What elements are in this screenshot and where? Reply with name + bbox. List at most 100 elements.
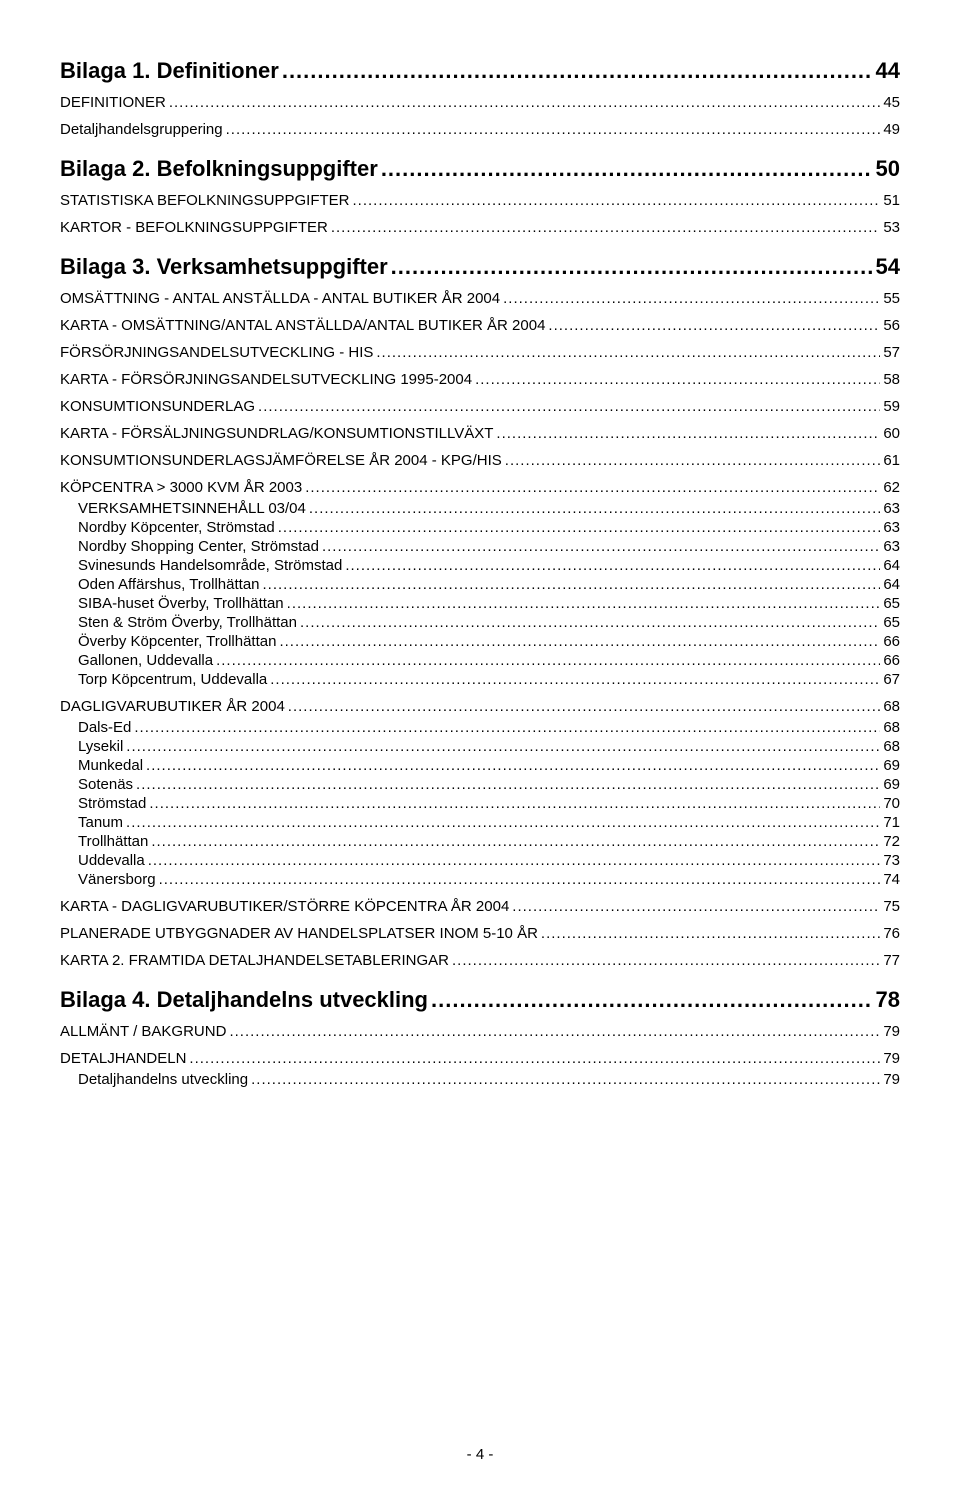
toc-entry: Munkedal69 (78, 757, 900, 774)
toc-entry: STATISTISKA BEFOLKNINGSUPPGIFTER51 (60, 192, 900, 209)
toc-leader-dots (134, 719, 880, 736)
toc-leader-dots (151, 833, 880, 850)
toc-label: Nordby Shopping Center, Strömstad (78, 538, 319, 555)
toc-leader-dots (126, 814, 880, 831)
toc-entry: Bilaga 2. Befolkningsuppgifter 50 (60, 156, 900, 182)
toc-label: ALLMÄNT / BAKGRUND (60, 1023, 226, 1040)
toc-label: Bilaga 2. Befolkningsuppgifter (60, 156, 378, 182)
toc-label: KONSUMTIONSUNDERLAG (60, 398, 255, 415)
toc-entry: PLANERADE UTBYGGNADER AV HANDELSPLATSER … (60, 925, 900, 942)
toc-label: Detaljhandelns utveckling (78, 1071, 248, 1088)
toc-label: Överby Köpcenter, Trollhättan (78, 633, 276, 650)
toc-page-number: 51 (883, 192, 900, 209)
toc-page-number: 77 (883, 952, 900, 969)
toc-leader-dots (431, 987, 873, 1013)
toc-leader-dots (505, 452, 881, 469)
toc-page-number: 73 (883, 852, 900, 869)
toc-entry: Bilaga 4. Detaljhandelns utveckling78 (60, 987, 900, 1013)
toc-leader-dots (331, 219, 880, 236)
toc-page-number: 64 (883, 557, 900, 574)
toc-page-number: 79 (883, 1071, 900, 1088)
toc-entry: Vänersborg74 (78, 871, 900, 888)
toc-page-number: 68 (883, 698, 900, 715)
toc-label: Dals-Ed (78, 719, 131, 736)
toc-leader-dots (309, 500, 880, 517)
toc-leader-dots (251, 1071, 880, 1088)
toc-entry: Strömstad70 (78, 795, 900, 812)
toc-leader-dots (376, 344, 880, 361)
toc-page-number: 54 (876, 254, 900, 280)
toc-label: Strömstad (78, 795, 146, 812)
toc-leader-dots (146, 757, 880, 774)
toc-page-number: 67 (883, 671, 900, 688)
toc-leader-dots (169, 94, 880, 111)
toc-page-number: 59 (883, 398, 900, 415)
toc-page-number: 78 (876, 987, 900, 1013)
toc-label: VERKSAMHETSINNEHÅLL 03/04 (78, 500, 306, 517)
toc-entry: KARTA - FÖRSÄLJNINGSUNDRLAG/KONSUMTIONST… (60, 425, 900, 442)
toc-label: KARTA 2. FRAMTIDA DETALJHANDELSETABLERIN… (60, 952, 449, 969)
toc-entry: Bilaga 3. Verksamhetsuppgifter 54 (60, 254, 900, 280)
toc-leader-dots (300, 614, 880, 631)
toc-page-number: 53 (883, 219, 900, 236)
toc-label: KARTA - DAGLIGVARUBUTIKER/STÖRRE KÖPCENT… (60, 898, 509, 915)
toc-entry: Oden Affärshus, Trollhättan64 (78, 576, 900, 593)
toc-entry: Sten & Ström Överby, Trollhättan65 (78, 614, 900, 631)
toc-leader-dots (258, 398, 880, 415)
toc-entry: Detaljhandelns utveckling 79 (78, 1071, 900, 1088)
toc-page-number: 66 (883, 652, 900, 669)
toc-entry: KARTA - FÖRSÖRJNINGSANDELSUTVECKLING 199… (60, 371, 900, 388)
toc-entry: KONSUMTIONSUNDERLAGSJÄMFÖRELSE ÅR 2004 -… (60, 452, 900, 469)
toc-page-number: 79 (883, 1050, 900, 1067)
toc-leader-dots (149, 795, 880, 812)
toc-page-number: 68 (883, 719, 900, 736)
toc-entry: OMSÄTTNING - ANTAL ANSTÄLLDA - ANTAL BUT… (60, 290, 900, 307)
toc-label: KÖPCENTRA > 3000 KVM ÅR 2003 (60, 479, 302, 496)
table-of-contents: Bilaga 1. Definitioner44 DEFINITIONER45 De… (60, 58, 900, 1088)
toc-leader-dots (452, 952, 880, 969)
toc-page-number: 45 (883, 94, 900, 111)
toc-entry: KARTA 2. FRAMTIDA DETALJHANDELSETABLERIN… (60, 952, 900, 969)
toc-label: Torp Köpcentrum, Uddevalla (78, 671, 267, 688)
toc-label: Gallonen, Uddevalla (78, 652, 213, 669)
toc-page-number: 66 (883, 633, 900, 650)
toc-leader-dots (226, 121, 881, 138)
toc-entry: KONSUMTIONSUNDERLAG 59 (60, 398, 900, 415)
toc-entry: Bilaga 1. Definitioner44 (60, 58, 900, 84)
toc-leader-dots (189, 1050, 880, 1067)
toc-leader-dots (263, 576, 881, 593)
toc-entry: Tanum71 (78, 814, 900, 831)
toc-label: Bilaga 3. Verksamhetsuppgifter (60, 254, 388, 280)
toc-leader-dots (270, 671, 880, 688)
toc-entry: Gallonen, Uddevalla 66 (78, 652, 900, 669)
toc-entry: DEFINITIONER45 (60, 94, 900, 111)
toc-entry: Lysekil68 (78, 738, 900, 755)
toc-entry: DETALJHANDELN79 (60, 1050, 900, 1067)
toc-entry: Trollhättan72 (78, 833, 900, 850)
toc-entry: SIBA-huset Överby, Trollhättan65 (78, 595, 900, 612)
toc-page-number: 63 (883, 500, 900, 517)
toc-page-number: 50 (876, 156, 900, 182)
toc-page-number: 63 (883, 538, 900, 555)
toc-label: KARTOR - BEFOLKNINGSUPPGIFTER (60, 219, 328, 236)
toc-page-number: 58 (883, 371, 900, 388)
toc-entry: FÖRSÖRJNINGSANDELSUTVECKLING - HIS57 (60, 344, 900, 361)
toc-leader-dots (541, 925, 880, 942)
toc-page-number: 55 (883, 290, 900, 307)
toc-label: Munkedal (78, 757, 143, 774)
toc-page-number: 71 (883, 814, 900, 831)
toc-label: Nordby Köpcenter, Strömstad (78, 519, 275, 536)
toc-page-number: 79 (883, 1023, 900, 1040)
toc-leader-dots (548, 317, 880, 334)
toc-entry: KÖPCENTRA > 3000 KVM ÅR 200362 (60, 479, 900, 496)
toc-page-number: 75 (883, 898, 900, 915)
toc-entry: DAGLIGVARUBUTIKER ÅR 200468 (60, 698, 900, 715)
toc-leader-dots (381, 156, 873, 182)
toc-label: KONSUMTIONSUNDERLAGSJÄMFÖRELSE ÅR 2004 -… (60, 452, 502, 469)
toc-page-number: 69 (883, 776, 900, 793)
toc-label: OMSÄTTNING - ANTAL ANSTÄLLDA - ANTAL BUT… (60, 290, 500, 307)
toc-entry: KARTA - OMSÄTTNING/ANTAL ANSTÄLLDA/ANTAL… (60, 317, 900, 334)
toc-entry: KARTA - DAGLIGVARUBUTIKER/STÖRRE KÖPCENT… (60, 898, 900, 915)
toc-entry: ALLMÄNT / BAKGRUND 79 (60, 1023, 900, 1040)
toc-label: SIBA-huset Överby, Trollhättan (78, 595, 284, 612)
